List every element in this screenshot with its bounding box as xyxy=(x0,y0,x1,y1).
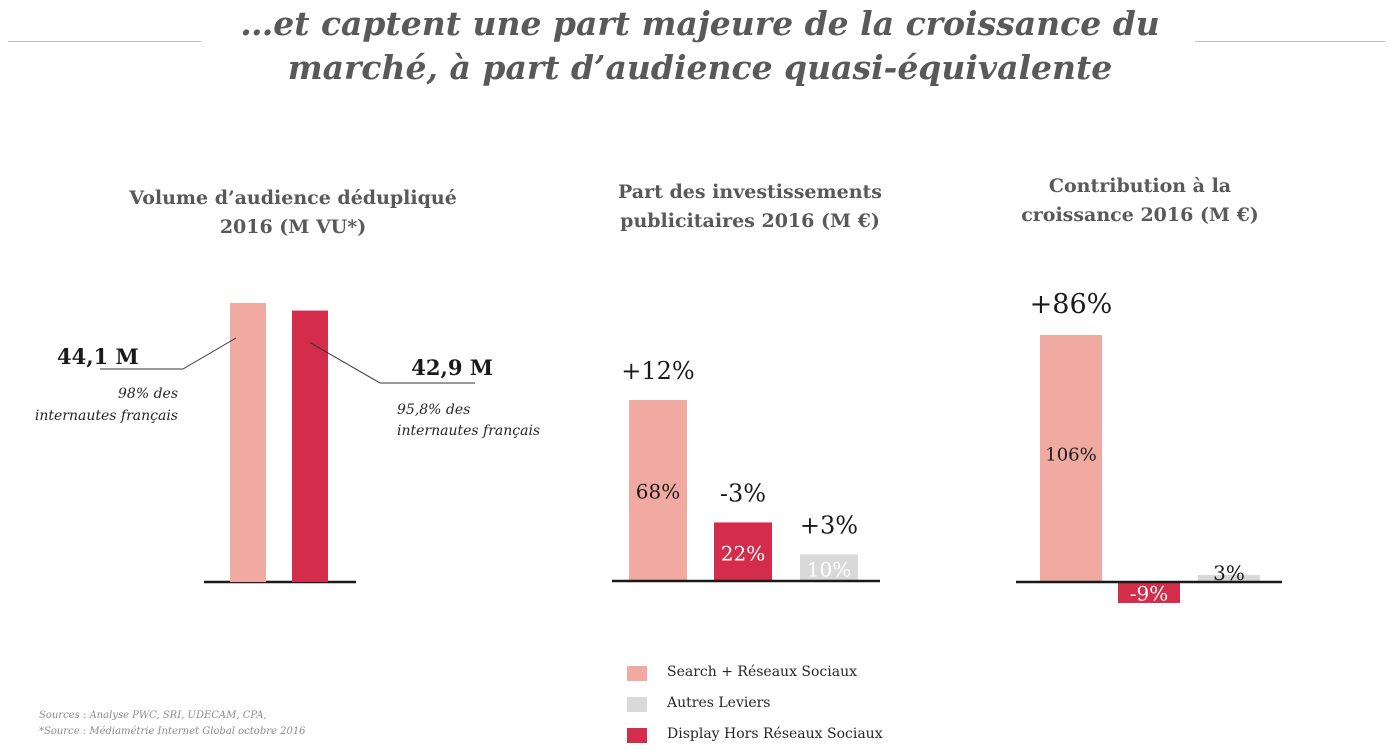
title-rule-left xyxy=(8,41,201,42)
investment-growth-label-3: +3% xyxy=(800,511,858,539)
page-title-line1: …et captent une part majeure de la crois… xyxy=(240,4,1160,43)
audience-note-2-line2: internautes français xyxy=(397,423,540,439)
growth-bar-2 xyxy=(1118,582,1180,603)
page-title-line2: marché, à part d’audience quasi-équivale… xyxy=(287,48,1113,87)
growth-bar-3 xyxy=(1198,575,1260,582)
audience-leader-line-1 xyxy=(182,337,237,370)
page-title: …et captent une part majeure de la crois… xyxy=(200,2,1200,90)
audience-chart-title: Volume d’audience dédupliqué 2016 (M VU*… xyxy=(93,184,493,242)
growth-value-label-1: 106% xyxy=(1045,445,1096,466)
audience-bar-1 xyxy=(230,303,266,582)
sources-line1: Sources : Analyse PWC, SRI, UDECAM, CPA, xyxy=(39,710,267,721)
growth-chart-title-line2: croissance 2016 (M €) xyxy=(1021,204,1259,226)
audience-note-1-line2: internautes français xyxy=(35,408,178,424)
growth-chart-title-line1: Contribution à la xyxy=(1048,175,1232,197)
legend-label-display: Display Hors Réseaux Sociaux xyxy=(667,726,883,742)
audience-value-label-1: 44,1 M xyxy=(57,344,139,369)
legend-swatch-search xyxy=(627,666,647,681)
growth-value-label-2: -9% xyxy=(1130,581,1169,605)
legend-swatch-autres xyxy=(627,697,647,712)
investment-chart-title: Part des investissements publicitaires 2… xyxy=(550,178,950,236)
audience-chart-title-line1: Volume d’audience dédupliqué xyxy=(129,187,457,209)
investment-value-label-3: 10% xyxy=(807,558,851,582)
growth-bar-1 xyxy=(1040,335,1102,582)
audience-note-2-line1: 95,8% des xyxy=(397,402,470,418)
audience-chart-title-line2: 2016 (M VU*) xyxy=(219,216,367,238)
growth-top-label: +86% xyxy=(1030,289,1113,320)
investment-chart-title-line1: Part des investissements xyxy=(618,181,882,203)
legend-label-search: Search + Réseaux Sociaux xyxy=(667,664,858,680)
investment-bar-2 xyxy=(714,522,772,581)
sources-line2: *Source : Médiamétrie Internet Global oc… xyxy=(39,726,306,737)
investment-value-label-1: 68% xyxy=(636,480,680,504)
investment-growth-label-1: +12% xyxy=(621,357,694,385)
audience-value-label-2: 42,9 M xyxy=(411,355,493,380)
investment-bar-1 xyxy=(629,400,687,581)
investment-chart-title-line2: publicitaires 2016 (M €) xyxy=(620,210,880,232)
legend-label-autres: Autres Leviers xyxy=(667,695,771,711)
audience-bar-2 xyxy=(292,310,328,582)
sources-note: Sources : Analyse PWC, SRI, UDECAM, CPA,… xyxy=(39,708,306,740)
audience-note-1-line1: 98% des xyxy=(118,386,178,402)
investment-bar-3 xyxy=(800,554,858,581)
title-rule-right xyxy=(1195,41,1385,42)
legend-swatch-display xyxy=(627,728,647,743)
audience-leader-line-2 xyxy=(309,342,381,384)
investment-value-label-2: 22% xyxy=(721,542,765,566)
investment-growth-label-2: -3% xyxy=(720,479,766,507)
growth-chart-title: Contribution à la croissance 2016 (M €) xyxy=(940,172,1340,230)
